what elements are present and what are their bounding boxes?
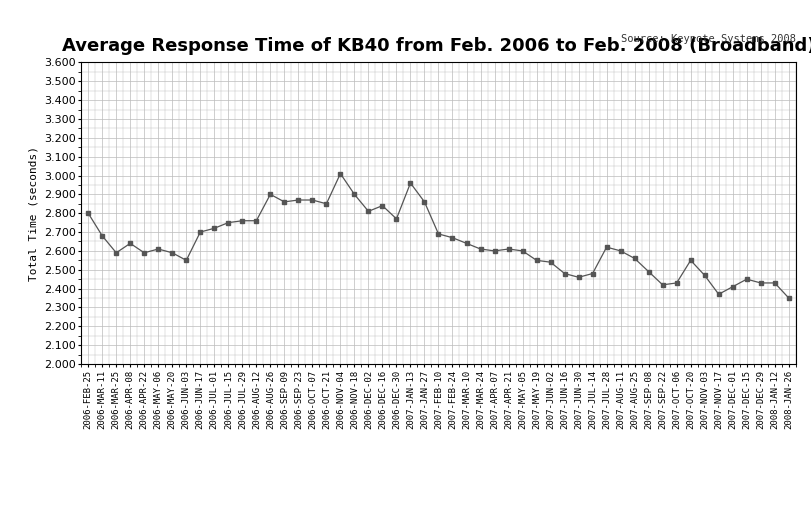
Y-axis label: Total Time (seconds): Total Time (seconds) [28,146,38,281]
Title: Average Response Time of KB40 from Feb. 2006 to Feb. 2008 (Broadband): Average Response Time of KB40 from Feb. … [62,37,811,55]
Text: Source: Keynote Systems 2008: Source: Keynote Systems 2008 [620,34,795,44]
